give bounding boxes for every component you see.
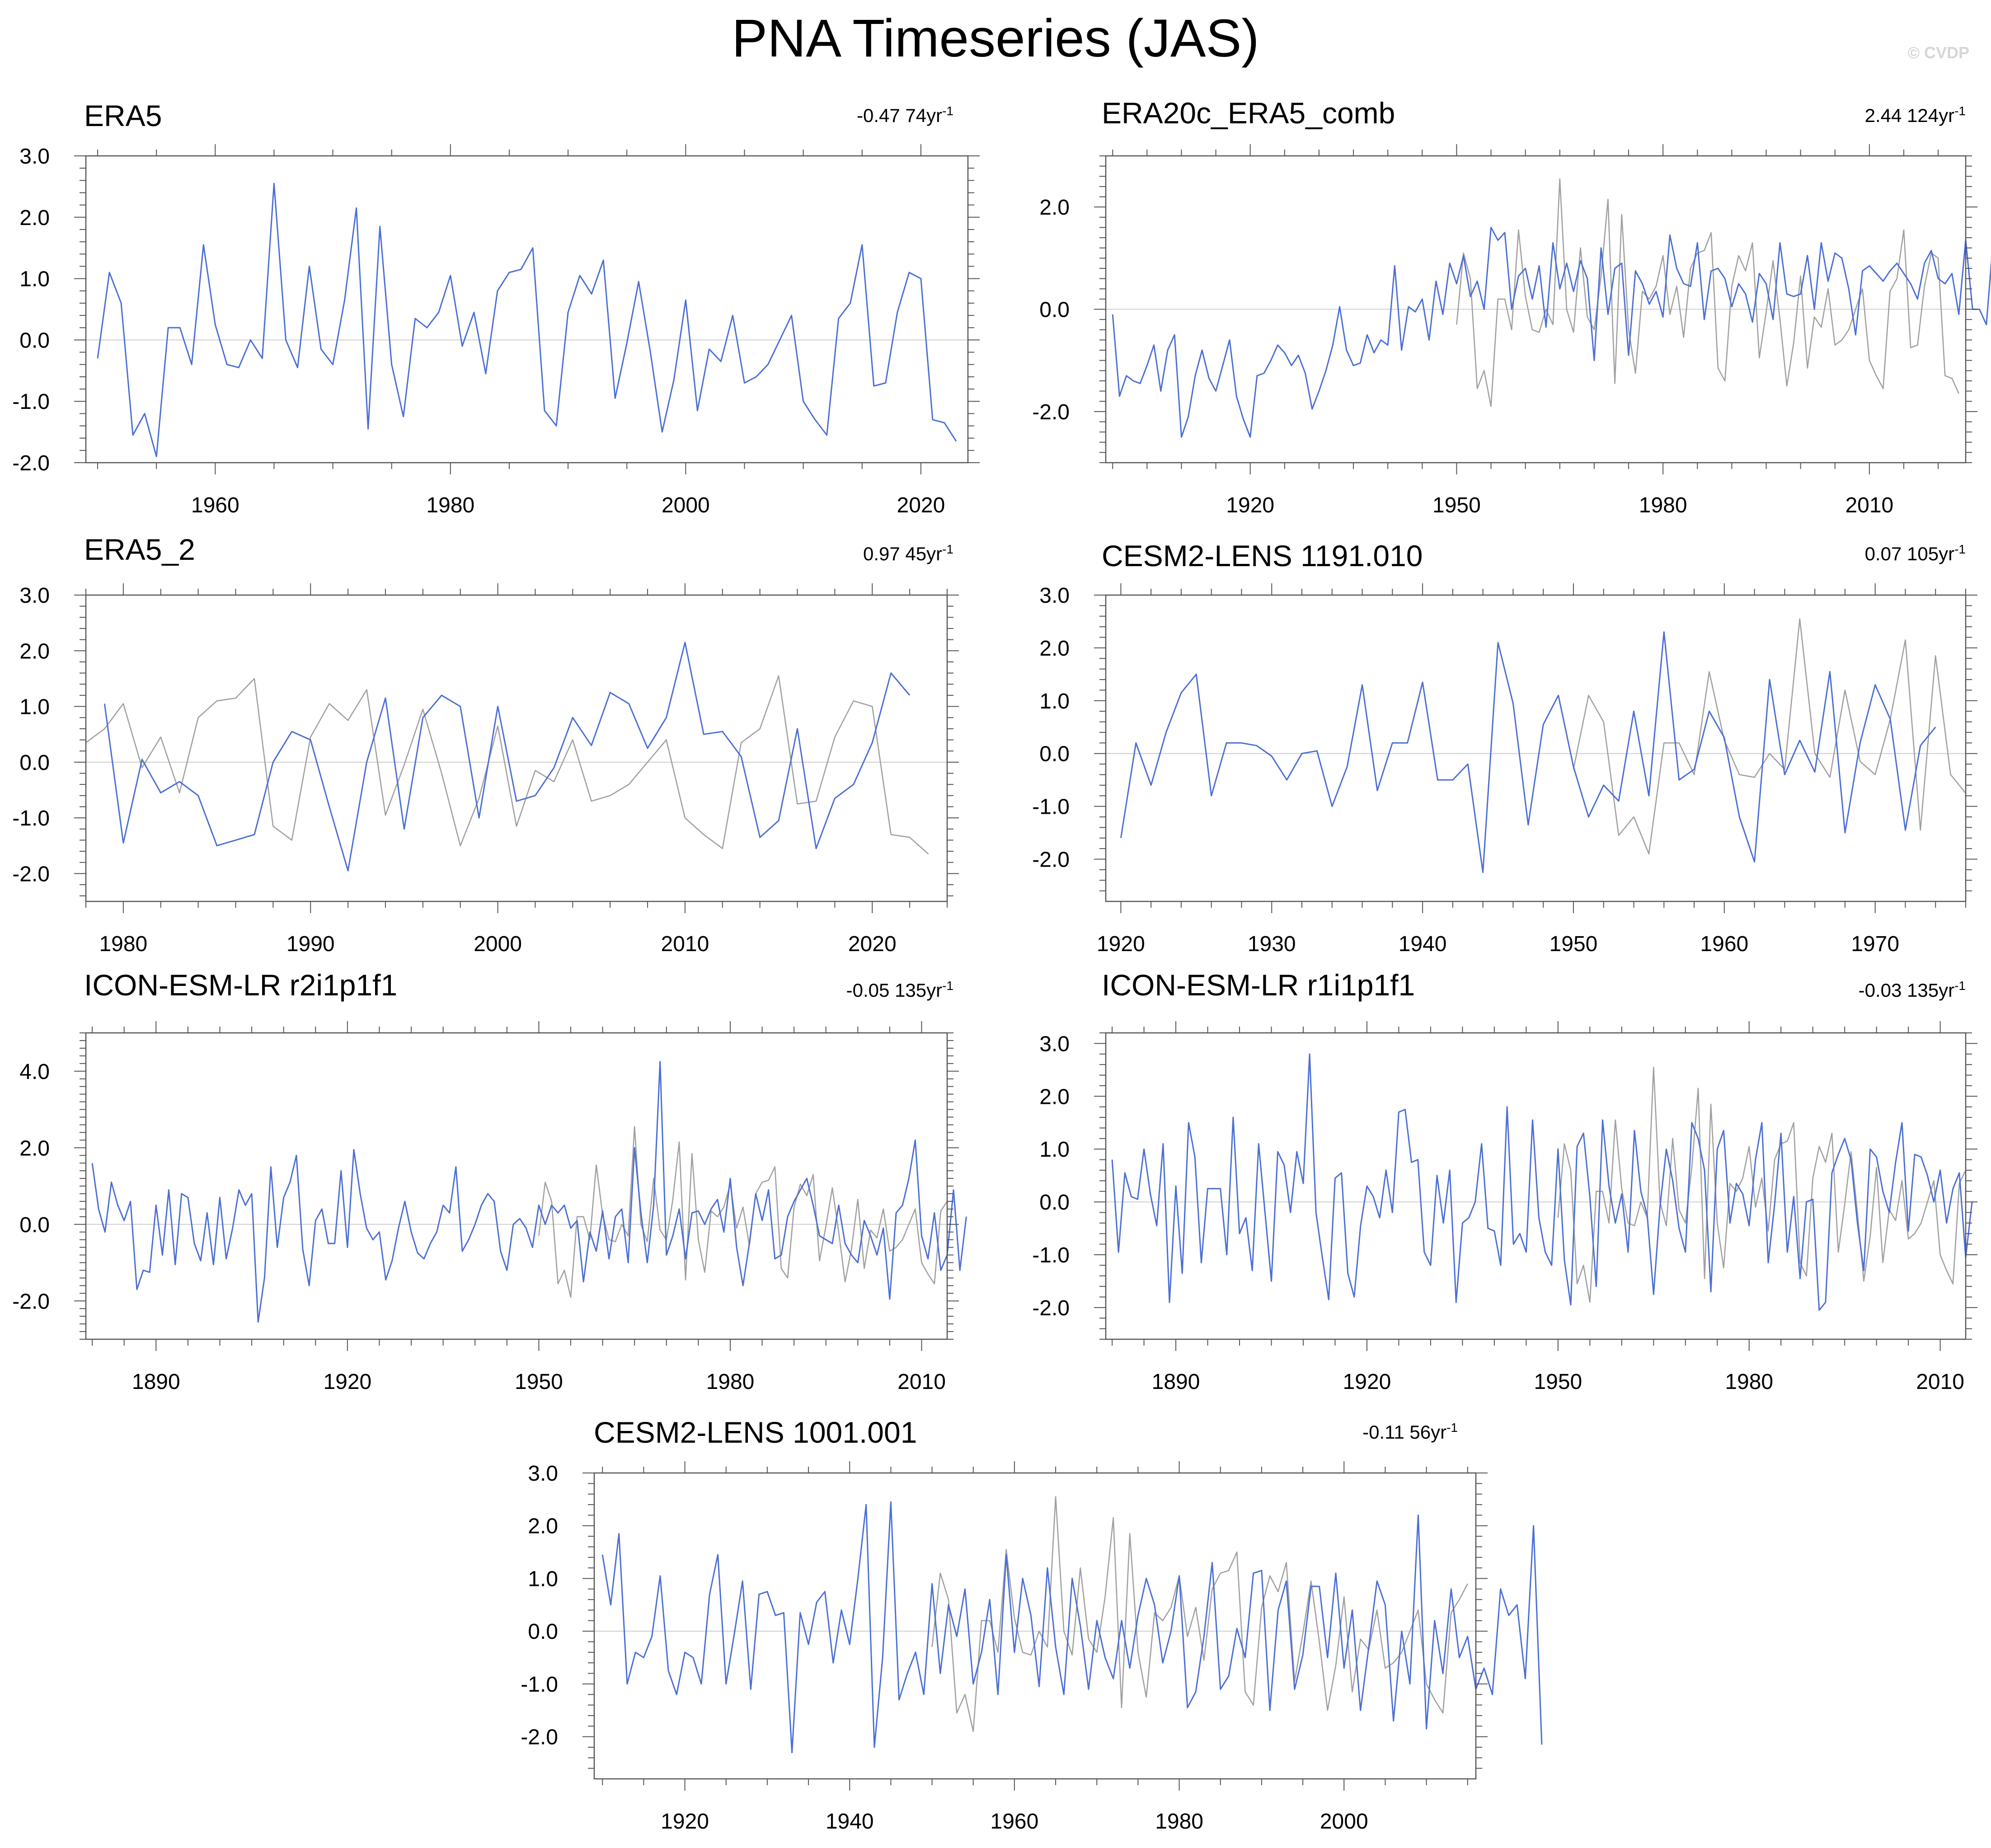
panel-title: ERA20c_ERA5_comb	[1102, 96, 1395, 130]
panel-trend: -0.47 74yr-1	[857, 98, 953, 129]
panel-trend: 2.44 124yr-1	[1865, 98, 1966, 129]
panel-title: ERA5	[84, 99, 162, 132]
panel-icon-r2: ICON-ESM-LR r2i1p1f1 -0.05 135yr-1	[0, 967, 994, 1401]
trend-value: -0.11 56yr	[1362, 1421, 1447, 1443]
trend-exponent: -1	[1954, 979, 1966, 993]
panel-trend: 0.07 105yr-1	[1865, 536, 1966, 568]
panel-era5-2: ERA5_2 0.97 45yr-1	[0, 529, 994, 962]
trend-value: 0.07 105yr	[1864, 543, 1955, 564]
panel-trend: -0.11 56yr-1	[1362, 1414, 1458, 1446]
panel-title: ICON-ESM-LR r1i1p1f1	[1102, 968, 1415, 1002]
panel-trend: -0.03 135yr-1	[1859, 972, 1966, 1004]
panel-title: ERA5_2	[84, 533, 195, 566]
panel-icon-r1: ICON-ESM-LR r1i1p1f1 -0.03 135yr-1	[994, 967, 1991, 1401]
panel-title: CESM2-LENS 1001.001	[594, 1416, 917, 1449]
trend-exponent: -1	[1446, 1421, 1458, 1435]
trend-value: 0.97 45yr	[863, 543, 943, 564]
trend-value: -0.03 135yr	[1858, 980, 1955, 1001]
trend-value: 2.44 124yr	[1864, 105, 1955, 126]
trend-exponent: -1	[942, 104, 953, 118]
trend-value: -0.47 74yr	[856, 105, 943, 126]
page-title: PNA Timeseries (JAS)	[732, 9, 1259, 68]
panel-cesm2-1191: CESM2-LENS 1191.010 0.07 105yr-1	[994, 529, 1991, 962]
panel-era20c: ERA20c_ERA5_comb 2.44 124yr-1	[994, 0, 1991, 542]
trend-exponent: -1	[942, 979, 953, 993]
panel-era5: ERA5 -0.47 74yr-1	[0, 0, 994, 542]
trend-value: -0.05 135yr	[846, 980, 943, 1001]
copyright-label: © CVDP	[1907, 43, 1969, 62]
panel-title: CESM2-LENS 1191.010	[1102, 539, 1423, 572]
panel-title: ICON-ESM-LR r2i1p1f1	[84, 968, 398, 1002]
trend-exponent: -1	[1954, 104, 1966, 118]
trend-exponent: -1	[942, 542, 953, 556]
panel-cesm2-1001: CESM2-LENS 1001.001 -0.11 56yr-1	[497, 1405, 1491, 1839]
panel-trend: 0.97 45yr-1	[863, 536, 953, 568]
trend-exponent: -1	[1954, 542, 1966, 556]
panel-trend: -0.05 135yr-1	[846, 972, 953, 1004]
